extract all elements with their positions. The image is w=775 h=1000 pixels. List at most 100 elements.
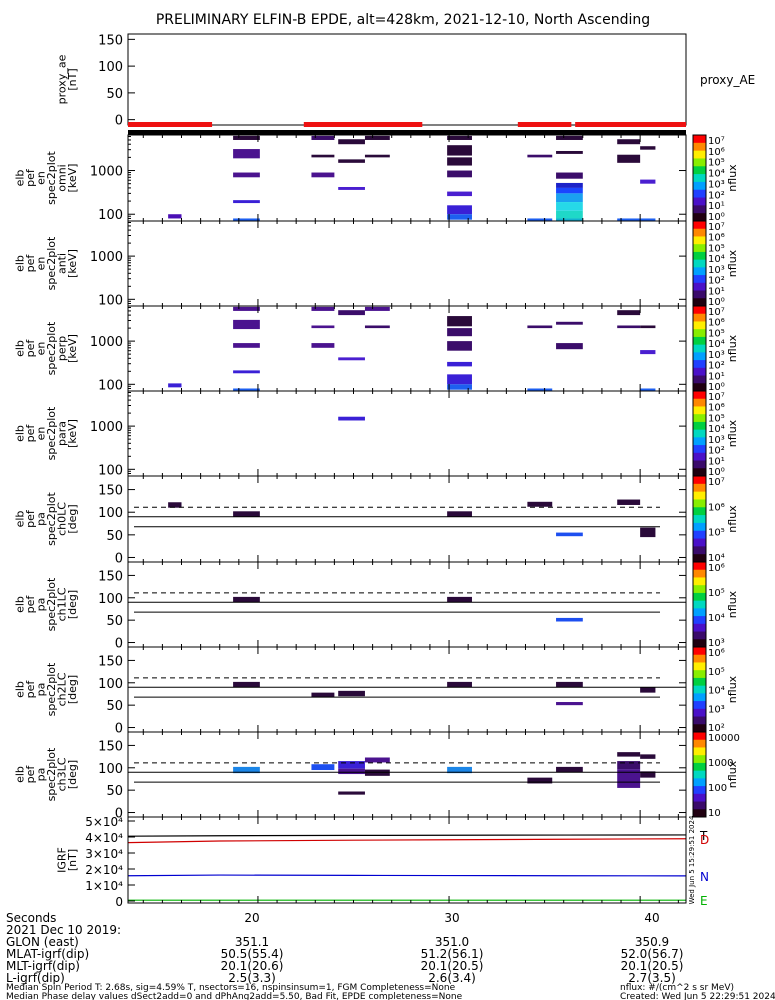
colorbar-tick-label: 10⁶ [708,648,725,659]
pa-ch3-ylabel-line: elb [14,766,27,783]
colorbar-label: nflux [726,505,739,533]
colorbar-segment [693,546,706,555]
heatmap-cell [233,511,260,517]
pa-ch3-ylabel-line: [deg] [66,760,79,789]
colorbar-tick-label: 10⁷ [708,222,725,233]
colorbar-segment [693,205,706,214]
colorbar-segment [693,298,706,307]
colorbar-segment [693,352,706,361]
heatmap-cell [233,218,260,221]
colorbar-label: nflux [726,249,739,277]
heatmap-cell [338,310,365,316]
panel-frame [127,475,687,563]
heatmap-cell [447,205,472,215]
heatmap-cell [640,687,656,693]
colorbar-segment [693,429,706,438]
colorbar-segment [693,778,706,787]
y-tick-label: 150 [98,484,123,499]
colorbar-label: nflux [726,760,739,788]
colorbar-segment [693,786,706,795]
row-l-30: 2.6(3.4) [428,971,476,985]
heatmap-cell [527,388,553,391]
colorbar-segment [693,251,706,261]
panel-frame [127,134,687,222]
y-tick-label: 100 [98,592,123,607]
en-anti-ylabel-line: en [35,257,48,271]
y-tick-label: 50 [106,784,123,799]
pa-ch3-ylabel-line: ch3LC [56,757,69,791]
heatmap-cell [447,384,472,390]
heatmap-cell [364,757,390,763]
heatmap-cell [233,388,260,391]
colorbar-tick-label: 10⁴ [708,613,725,624]
colorbar-tick-label: 100 [708,783,727,794]
heatmap-cell [556,193,583,203]
colorbar-segment [693,460,706,469]
heatmap-cell [640,771,656,778]
colorbar-segment [693,306,706,315]
colorbar-segment [693,716,706,725]
igrf-series-line [127,838,687,844]
heatmap-cell [556,702,583,706]
heatmap-cell [617,139,641,145]
heatmap-cell [640,754,656,759]
heatmap-cell [617,499,641,505]
colorbar-segment [693,755,706,764]
colorbar-segment [693,662,706,671]
colorbar-tick-label: 10² [708,446,725,457]
row-mlt-20: 20.1(20.6) [221,959,284,973]
colorbar-segment [693,267,706,276]
heatmap-cell [233,200,260,204]
en-anti-ylabel-line: pef [24,254,37,273]
colorbar-tick-label: 10¹ [708,201,725,212]
panel-frame [127,646,687,733]
y-tick-label: 1000 [90,420,123,435]
colorbar-tick-label: 10² [708,190,725,201]
heatmap-cell [556,172,583,179]
igrf-series-label: T [699,829,708,843]
colorbar-tick-label: 10² [708,276,725,287]
colorbar-segment [693,197,706,206]
heatmap-cell [527,501,553,507]
heatmap-cell [640,527,656,538]
colorbar-segment [693,639,706,648]
colorbar-tick-label: 10¹ [708,286,725,297]
en-omni-panel: 1001000elbpefenspec2plotomni[keV]10⁷10⁶1… [14,134,739,223]
colorbar-segment [693,150,706,159]
colorbar-segment [693,569,706,578]
colorbar-tick-label: 10⁶ [708,318,725,329]
status-segment [128,122,213,127]
colorbar-segment [693,228,706,237]
heatmap-cell [617,752,641,757]
colorbar-segment [693,747,706,756]
igrf-series-line [127,874,687,877]
colorbar-segment [693,421,706,431]
colorbar-segment [693,166,706,175]
y-tick-label: 5×10⁴ [85,815,123,829]
y-tick-label: 150 [98,654,123,669]
colorbar-tick-label: 10⁷ [708,477,725,488]
en-para-ylabel-line: spec2plot [45,406,58,460]
colorbar-segment [693,452,706,462]
heatmap-cell [447,214,472,220]
colorbar-tick-label: 10³ [708,265,725,276]
heatmap-cell [233,319,260,330]
heatmap-cell [556,343,583,350]
heatmap-cell [311,764,335,771]
colorbar-segment [693,809,706,818]
heatmap-cell [556,210,583,219]
colorbar-frame [692,731,707,818]
heatmap-cell [233,766,260,774]
heatmap-cell [447,374,472,385]
pa-ch3-ylabel-line: pef [24,765,37,784]
igrf-panel: TD NE 5×10⁴ 4×10⁴ 3×10⁴ 2×10⁴ 1×10⁴ 0 IGRF[nT] We… [56,815,710,909]
heatmap-cell [338,357,365,361]
pa-ch0-ylabel-line: pef [24,509,37,528]
y-tick-label: 4×10⁴ [85,831,123,845]
heatmap-cell [233,596,260,603]
y-tick-label: 50 [106,699,123,714]
heatmap-cell [556,150,583,154]
igrf-series-line [127,834,687,837]
colorbar-segment [693,142,706,152]
